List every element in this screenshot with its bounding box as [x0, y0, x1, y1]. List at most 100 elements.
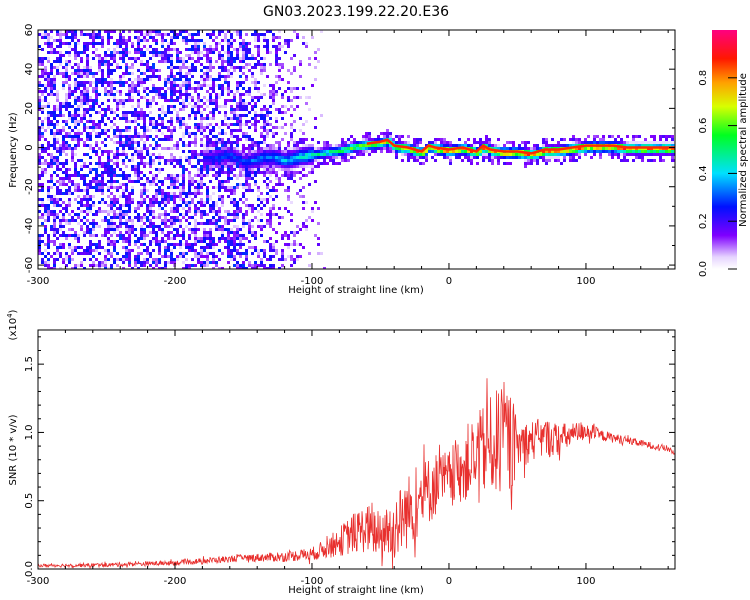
heatmap-cell	[188, 93, 191, 96]
heatmap-cell	[131, 225, 134, 228]
heatmap-cell	[203, 81, 206, 84]
heatmap-cell	[50, 90, 53, 93]
heatmap-cell	[131, 228, 134, 231]
heatmap-cell	[77, 108, 80, 111]
heatmap-cell	[50, 144, 53, 147]
heatmap-cell	[251, 138, 254, 141]
heatmap-cell	[44, 30, 47, 33]
heatmap-cell	[644, 153, 647, 156]
heatmap-cell	[626, 135, 629, 138]
heatmap-cell	[167, 42, 170, 45]
heatmap-cell	[134, 234, 137, 237]
heatmap-cell	[299, 171, 302, 174]
heatmap-cell	[566, 150, 569, 153]
heatmap-cell	[491, 156, 494, 159]
heatmap-cell	[71, 234, 74, 237]
heatmap-cell	[146, 99, 149, 102]
heatmap-cell	[239, 42, 242, 45]
heatmap-cell	[272, 207, 275, 210]
heatmap-cell	[98, 111, 101, 114]
heatmap-cell	[47, 264, 50, 267]
heatmap-cell	[122, 129, 125, 132]
heatmap-cell	[203, 129, 206, 132]
heatmap-cell	[572, 153, 575, 156]
heatmap-cell	[185, 75, 188, 78]
heatmap-cell	[314, 180, 317, 183]
heatmap-cell	[239, 99, 242, 102]
heatmap-cell	[41, 198, 44, 201]
heatmap-cell	[197, 42, 200, 45]
heatmap-cell	[104, 93, 107, 96]
heatmap-cell	[140, 78, 143, 81]
heatmap-cell	[308, 63, 311, 66]
heatmap-cell	[161, 123, 164, 126]
heatmap-cell	[251, 153, 254, 156]
heatmap-cell	[44, 66, 47, 69]
heatmap-cell	[209, 165, 212, 168]
heatmap-cell	[206, 150, 209, 153]
heatmap-cell	[182, 120, 185, 123]
heatmap-cell	[230, 105, 233, 108]
heatmap-cell	[548, 150, 551, 153]
heatmap-cell	[260, 192, 263, 195]
heatmap-cell	[107, 249, 110, 252]
heatmap-cell	[239, 30, 242, 33]
heatmap-cell	[278, 207, 281, 210]
heatmap-cell	[182, 213, 185, 216]
heatmap-cell	[149, 219, 152, 222]
heatmap-cell	[161, 60, 164, 63]
heatmap-cell	[659, 135, 662, 138]
heatmap-cell	[188, 243, 191, 246]
heatmap-cell	[527, 162, 530, 165]
heatmap-cell	[158, 156, 161, 159]
heatmap-cell	[215, 261, 218, 264]
heatmap-cell	[77, 51, 80, 54]
heatmap-cell	[449, 153, 452, 156]
heatmap-cell	[74, 144, 77, 147]
heatmap-cell	[164, 78, 167, 81]
heatmap-cell	[254, 234, 257, 237]
heatmap-cell	[152, 123, 155, 126]
heatmap-cell	[506, 162, 509, 165]
heatmap-cell	[185, 39, 188, 42]
heatmap-cell	[215, 153, 218, 156]
heatmap-cell	[305, 147, 308, 150]
heatmap-cell	[287, 69, 290, 72]
heatmap-cell	[302, 138, 305, 141]
heatmap-cell	[149, 222, 152, 225]
heatmap-cell	[194, 237, 197, 240]
heatmap-cell	[266, 258, 269, 261]
heatmap-cell	[212, 48, 215, 51]
heatmap-cell	[593, 147, 596, 150]
heatmap-cell	[59, 219, 62, 222]
heatmap-cell	[92, 75, 95, 78]
heatmap-cell	[269, 171, 272, 174]
heatmap-cell	[44, 228, 47, 231]
heatmap-cell	[347, 141, 350, 144]
heatmap-cell	[107, 81, 110, 84]
heatmap-cell	[74, 63, 77, 66]
heatmap-cell	[137, 261, 140, 264]
heatmap-cell	[158, 117, 161, 120]
heatmap-cell	[152, 87, 155, 90]
heatmap-cell	[53, 225, 56, 228]
heatmap-cell	[293, 234, 296, 237]
heatmap-cell	[131, 147, 134, 150]
heatmap-cell	[59, 204, 62, 207]
heatmap-cell	[512, 147, 515, 150]
heatmap-cell	[119, 132, 122, 135]
heatmap-cell	[263, 36, 266, 39]
heatmap-cell	[233, 249, 236, 252]
heatmap-cell	[242, 267, 245, 269]
heatmap-cell	[218, 240, 221, 243]
heatmap-cell	[101, 264, 104, 267]
heatmap-cell	[116, 201, 119, 204]
heatmap-cell	[140, 237, 143, 240]
heatmap-cell	[125, 195, 128, 198]
heatmap-cell	[551, 150, 554, 153]
heatmap-cell	[206, 114, 209, 117]
heatmap-cell	[170, 249, 173, 252]
heatmap-cell	[161, 120, 164, 123]
heatmap-cell	[152, 261, 155, 264]
heatmap-cell	[644, 138, 647, 141]
